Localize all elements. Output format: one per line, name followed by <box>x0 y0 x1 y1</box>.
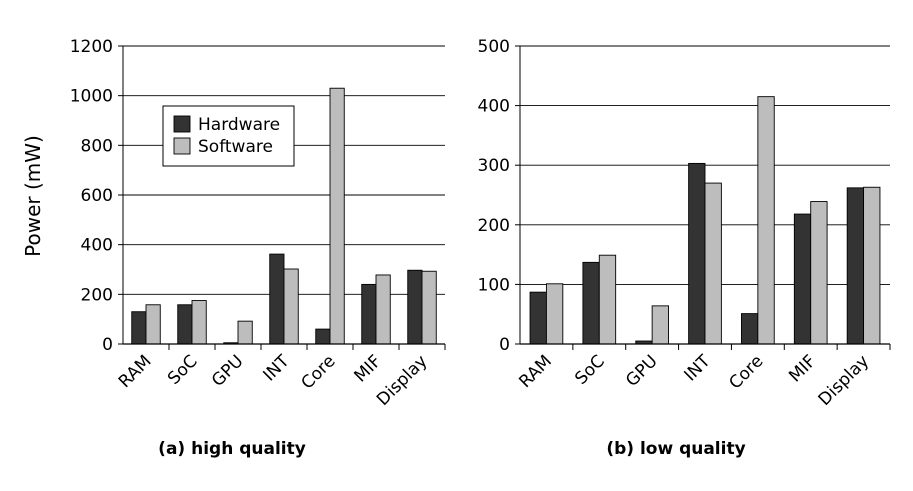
bar-hardware-ram <box>131 311 147 345</box>
x-tick-label-soc: SoC <box>164 351 202 389</box>
bar-hardware-int <box>688 162 706 345</box>
bar-software-core <box>329 87 345 345</box>
x-tick-label-core: Core <box>298 351 340 393</box>
y-tick-label: 0 <box>499 335 510 355</box>
bar-software-gpu <box>651 305 669 345</box>
bar-software-gpu <box>237 320 253 345</box>
x-tick-label-int: INT <box>260 351 294 385</box>
chart-panel-a: 0 200 400 600 800 1000 1200 RAM SoC GPU INT Core MIF… <box>70 37 446 459</box>
x-tick-label-soc: SoC <box>571 351 609 389</box>
bar-software-soc <box>191 300 207 345</box>
bar-hardware-mif <box>793 213 812 345</box>
bar-hardware-soc <box>582 261 600 345</box>
x-tick-label-ram: RAM <box>515 351 556 392</box>
y-tick-label: 800 <box>81 136 113 156</box>
bar-software-display <box>863 186 881 345</box>
legend-label-hardware: Hardware <box>198 115 280 135</box>
bar-hardware-mif <box>361 283 377 345</box>
y-tick-label: 1000 <box>70 87 113 107</box>
bar-hardware-core <box>315 328 331 345</box>
y-tick-label: 400 <box>81 236 113 256</box>
bar-software-ram <box>145 304 161 345</box>
panel-caption: (a) high quality <box>158 439 306 459</box>
bar-software-ram <box>545 283 564 345</box>
y-tick-label: 200 <box>478 216 510 236</box>
y-tick-label: 1200 <box>70 37 113 57</box>
y-tick-label: 0 <box>102 335 113 355</box>
bar-software-int <box>283 268 299 345</box>
y-tick-label: 300 <box>478 156 510 176</box>
bar-software-display <box>421 270 437 345</box>
bar-hardware-display <box>846 187 865 345</box>
bar-hardware-int <box>269 253 285 345</box>
bar-software-core <box>757 96 775 345</box>
legend-label-software: Software <box>198 137 273 157</box>
y-tick-label: 500 <box>478 37 510 57</box>
bar-software-soc <box>598 254 617 345</box>
x-tick-label-display: Display <box>373 351 431 409</box>
y-tick-label: 100 <box>478 275 510 295</box>
bar-software-int <box>704 182 722 345</box>
chart-panel-b: 0 100 200 300 400 500 RAM SoC GPU INT Core MIFDispl… <box>478 37 891 459</box>
y-tick-label: 200 <box>81 285 113 305</box>
x-tick-label-mif: MIF <box>351 351 386 386</box>
x-tick-label-display: Display <box>815 351 873 409</box>
y-tick-label: 400 <box>478 97 510 117</box>
bar-hardware-ram <box>529 291 547 345</box>
x-tick-label-int: INT <box>681 351 715 385</box>
legend-swatch-hardware <box>173 115 191 133</box>
y-axis-label: Power (mW) <box>21 135 45 257</box>
bar-software-mif <box>375 274 391 345</box>
x-tick-label-ram: RAM <box>115 351 156 392</box>
bar-software-mif <box>810 201 828 345</box>
x-tick-label-core: Core <box>725 351 767 393</box>
bar-hardware-soc <box>177 304 193 345</box>
x-tick-label-gpu: GPU <box>622 351 662 391</box>
panel-caption: (b) low quality <box>606 439 745 459</box>
legend-swatch-software <box>173 137 191 155</box>
x-tick-label-mif: MIF <box>785 351 820 386</box>
x-tick-label-gpu: GPU <box>208 351 248 391</box>
y-tick-label: 600 <box>81 186 113 206</box>
bar-hardware-core <box>741 313 759 345</box>
bar-hardware-display <box>407 269 423 345</box>
